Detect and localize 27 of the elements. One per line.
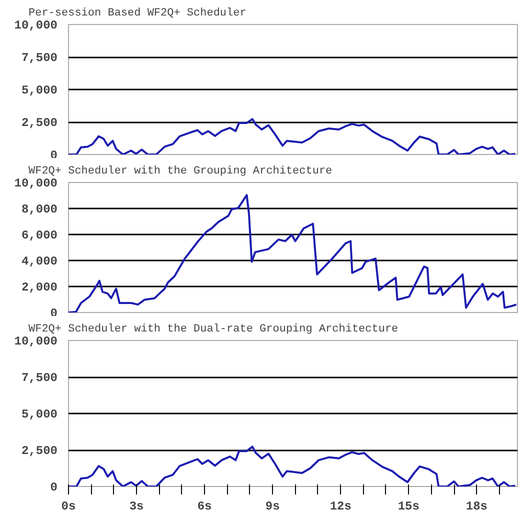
line-series	[68, 194, 518, 312]
line-series	[68, 118, 516, 154]
chart-title: WF2Q+ Scheduler with the Grouping Architecture	[28, 166, 332, 178]
y-tick-label: 10,000	[14, 18, 58, 32]
y-tick-label: 6,000	[21, 228, 58, 242]
chart-title: WF2Q+ Scheduler with the Dual-rate Grouping Architecture	[28, 324, 398, 336]
x-tick-label: 9s	[265, 500, 280, 514]
x-tick-label: 3s	[129, 500, 144, 514]
x-tick-label: 15s	[398, 500, 420, 514]
x-tick-label: 18s	[466, 500, 488, 514]
y-tick-label: 5,000	[21, 408, 58, 422]
y-tick-label: 2,500	[21, 444, 58, 458]
y-tick-label: 10,000	[14, 334, 58, 348]
y-tick-label: 4,000	[21, 254, 58, 268]
y-tick-label: 7,500	[21, 51, 58, 65]
y-tick-label: 8,000	[21, 202, 58, 216]
y-tick-label: 2,500	[21, 116, 58, 130]
chart-title: Per-session Based WF2Q+ Scheduler	[28, 8, 246, 20]
y-tick-label: 2,000	[21, 280, 58, 294]
line-series	[68, 446, 516, 486]
x-tick-label: 0s	[61, 500, 76, 514]
y-tick-label: 5,000	[21, 84, 58, 98]
x-tick-label: 12s	[330, 500, 352, 514]
x-tick-label: 6s	[197, 500, 212, 514]
y-tick-label: 0	[50, 480, 58, 494]
y-tick-label: 7,500	[21, 371, 58, 385]
y-tick-label: 10,000	[14, 176, 58, 190]
